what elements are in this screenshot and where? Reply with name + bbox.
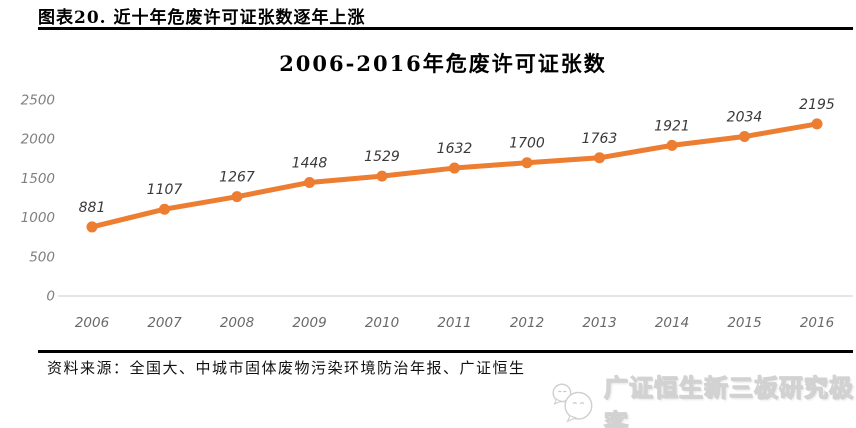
watermark: 广证恒生新三板研究极客 <box>550 368 856 428</box>
data-label: 881 <box>79 200 106 216</box>
chat-bubbles-icon <box>552 383 593 423</box>
data-point <box>594 152 605 164</box>
x-tick-label: 2014 <box>655 315 689 331</box>
data-label: 1448 <box>292 155 328 171</box>
data-point <box>449 162 460 174</box>
watermark-text: 广证恒生新三板研究极客 <box>603 374 854 428</box>
y-tick-label: 1500 <box>21 171 55 187</box>
data-point <box>304 176 315 188</box>
data-label: 1267 <box>219 170 255 186</box>
data-point <box>811 118 823 130</box>
data-point <box>739 131 750 143</box>
data-label: 1763 <box>582 131 618 147</box>
x-tick-label: 2009 <box>292 315 326 331</box>
x-tick-label: 2011 <box>437 315 471 331</box>
y-tick-label: 2000 <box>21 132 55 148</box>
data-point <box>376 170 388 182</box>
data-point <box>521 157 533 169</box>
header-divider <box>38 27 853 30</box>
y-tick-label: 1000 <box>21 210 55 226</box>
x-tick-label: 2007 <box>147 315 182 331</box>
x-tick-label: 2010 <box>365 315 399 331</box>
data-label: 2195 <box>799 97 835 113</box>
x-tick-label: 2006 <box>75 315 109 331</box>
source-note: 资料来源：全国大、中城市固体废物污染环境防治年报、广证恒生 <box>47 359 526 377</box>
data-point <box>231 191 243 203</box>
series-line <box>89 121 820 230</box>
data-label: 1529 <box>364 149 400 165</box>
y-tick-label: 500 <box>29 249 55 265</box>
x-tick-label: 2008 <box>220 315 254 331</box>
chart-title: 2006-2016年危废许可证张数 <box>279 51 607 76</box>
data-label: 2034 <box>727 110 763 126</box>
data-label: 1921 <box>654 118 690 134</box>
data-point <box>666 139 678 151</box>
y-tick-label: 2500 <box>21 93 55 109</box>
x-tick-label: 2016 <box>800 315 834 331</box>
footer-divider <box>38 350 853 353</box>
data-label: 1700 <box>509 136 545 152</box>
x-tick-label: 2015 <box>727 315 761 331</box>
data-label: 1632 <box>437 141 473 157</box>
figure-caption: 图表20. 近十年危废许可证张数逐年上涨 <box>38 8 366 28</box>
x-tick-label: 2012 <box>510 315 544 331</box>
y-tick-label: 0 <box>46 289 55 305</box>
data-label: 1107 <box>147 182 183 198</box>
data-point <box>159 203 170 215</box>
data-point <box>86 221 98 233</box>
x-tick-label: 2013 <box>582 315 616 331</box>
